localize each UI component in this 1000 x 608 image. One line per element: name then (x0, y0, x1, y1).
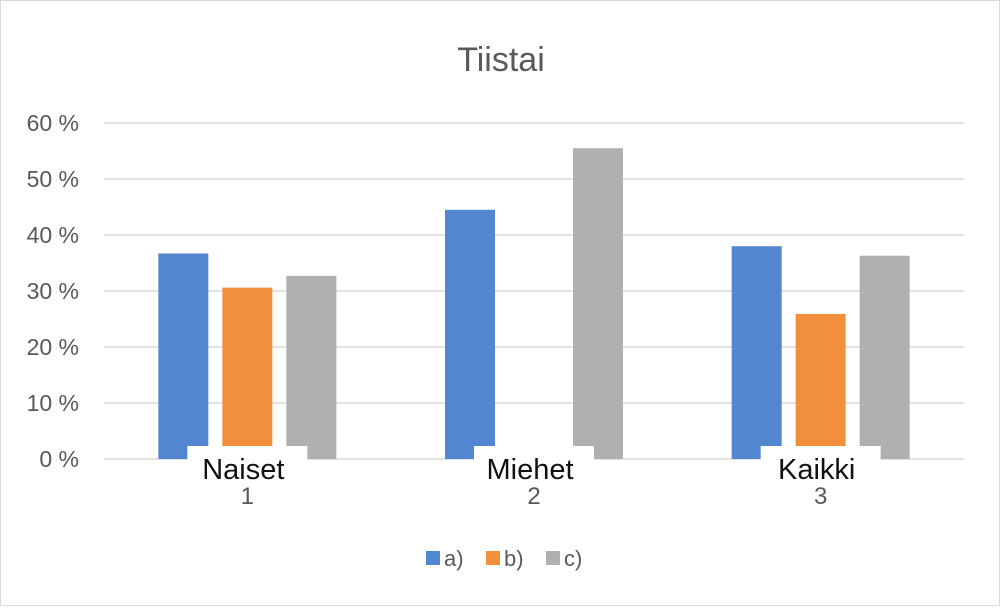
legend: a) b) c) (426, 546, 582, 571)
bar-c-3 (859, 255, 910, 459)
y-tick-label: 10 % (27, 390, 79, 416)
legend-swatch (546, 551, 560, 565)
legend-label: b) (504, 546, 524, 571)
y-tick-label: 60 % (27, 110, 79, 136)
chart-title: Tiistai (457, 41, 545, 79)
legend-label: a) (444, 546, 464, 571)
legend-swatch (426, 551, 440, 565)
bar-c-2 (573, 148, 623, 459)
bar-b-1 (222, 287, 273, 459)
x-tick-label: 2 (527, 483, 540, 510)
x-tick-label: 3 (814, 483, 827, 510)
overlay-label-background (187, 446, 308, 484)
y-tick-label: 20 % (27, 334, 79, 360)
bars (158, 148, 910, 459)
bar-a-1 (158, 253, 209, 459)
y-axis-ticks: 0 % 10 % 20 % 30 % 40 % 50 % 60 % (27, 110, 79, 472)
y-tick-label: 0 % (39, 446, 79, 472)
overlay-label: Kaikki (778, 454, 855, 486)
overlay-label-background (474, 446, 594, 484)
overlay-label-background (760, 446, 881, 484)
bar-a-3 (731, 246, 782, 459)
bar-c-1 (286, 275, 337, 459)
bar-a-2 (445, 209, 495, 459)
y-tick-label: 40 % (27, 222, 79, 248)
x-tick-label: 1 (241, 483, 254, 510)
legend-swatch (486, 551, 500, 565)
overlay-label: Naiset (202, 454, 284, 486)
bar-b-3 (795, 313, 846, 459)
legend-label: c) (564, 546, 582, 571)
overlay-label: Miehet (486, 454, 573, 486)
y-tick-label: 30 % (27, 278, 79, 304)
y-tick-label: 50 % (27, 166, 79, 192)
